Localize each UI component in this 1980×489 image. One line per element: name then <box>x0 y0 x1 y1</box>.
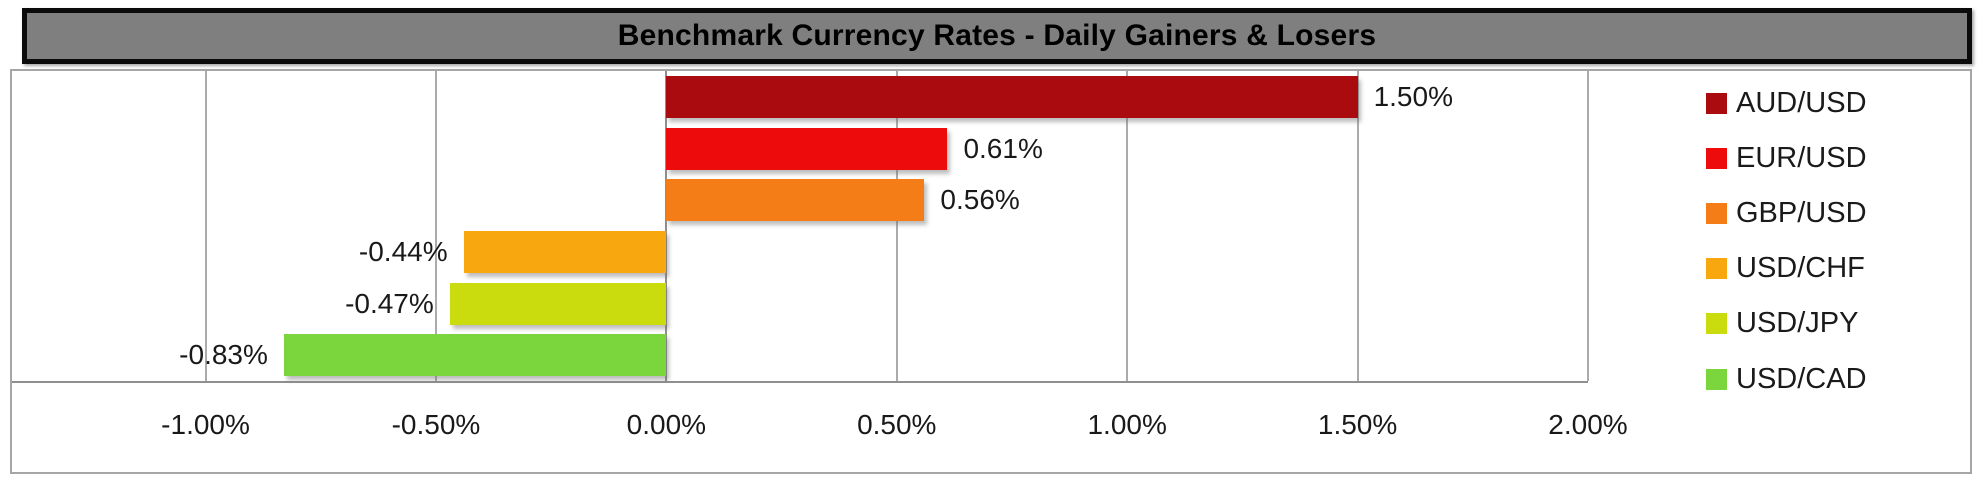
chart-title: Benchmark Currency Rates - Daily Gainers… <box>617 19 1377 52</box>
chart-area: 1.50% 0.61% 0.56% -0.44% -0.47% -0.83% -1.00%… <box>10 69 1972 474</box>
legend-item-usd-cad[interactable]: USD/CAD <box>1706 358 1867 400</box>
zero-axis-line <box>665 71 668 381</box>
gridline <box>204 71 207 381</box>
legend-swatch-icon <box>1706 202 1727 224</box>
x-tick-label: 0.00% <box>626 409 707 440</box>
legend-label: USD/JPY <box>1736 307 1859 340</box>
x-tick-label: 1.00% <box>1087 409 1167 440</box>
legend-label: EUR/USD <box>1736 141 1867 174</box>
bar-value-label: 1.50% <box>1373 81 1453 112</box>
bar-value-label: -0.47% <box>345 287 434 319</box>
bar-usd-chf[interactable] <box>463 231 667 273</box>
legend-item-gbp-usd[interactable]: GBP/USD <box>1706 192 1867 234</box>
legend-label: USD/CAD <box>1736 362 1867 395</box>
gridline <box>1126 71 1129 381</box>
bar-value-label: -0.44% <box>358 236 448 267</box>
legend-swatch-icon <box>1706 368 1727 390</box>
gridline <box>434 71 437 381</box>
legend-swatch-icon <box>1706 313 1727 335</box>
x-tick-label: -0.50% <box>391 409 481 440</box>
bar-usd-jpy[interactable] <box>449 282 667 325</box>
bar-value-label: 0.61% <box>963 132 1043 164</box>
bar-gbp-usd[interactable] <box>666 179 925 222</box>
bar-aud-usd[interactable] <box>666 76 1358 118</box>
gridline <box>1356 71 1359 381</box>
bar-value-label: -0.83% <box>179 339 268 371</box>
x-tick-label: -1.00% <box>161 409 250 440</box>
legend-swatch-icon <box>1706 147 1727 169</box>
chart-title-bar: Benchmark Currency Rates - Daily Gainers… <box>22 8 1972 64</box>
legend-swatch-icon <box>1706 92 1727 114</box>
legend-item-eur-usd[interactable]: EUR/USD <box>1706 137 1867 179</box>
legend-label: AUD/USD <box>1736 86 1867 119</box>
legend-item-aud-usd[interactable]: AUD/USD <box>1706 82 1867 124</box>
legend-label: USD/CHF <box>1736 252 1865 285</box>
legend-item-usd-chf[interactable]: USD/CHF <box>1706 248 1865 290</box>
gridline <box>895 71 898 381</box>
gridline <box>1587 71 1589 381</box>
bar-usd-cad[interactable] <box>283 334 667 377</box>
legend-label: GBP/USD <box>1736 196 1867 229</box>
legend-swatch-icon <box>1706 258 1727 280</box>
legend-item-usd-jpy[interactable]: USD/JPY <box>1706 303 1858 345</box>
bar-value-label: 0.56% <box>940 184 1020 216</box>
bar-eur-usd[interactable] <box>666 127 948 170</box>
plot-area: 1.50% 0.61% 0.56% -0.44% -0.47% -0.83% <box>12 71 1589 383</box>
x-tick-label: 2.00% <box>1548 409 1628 440</box>
x-tick-label: 1.50% <box>1317 409 1398 440</box>
x-tick-label: 0.50% <box>857 409 937 440</box>
